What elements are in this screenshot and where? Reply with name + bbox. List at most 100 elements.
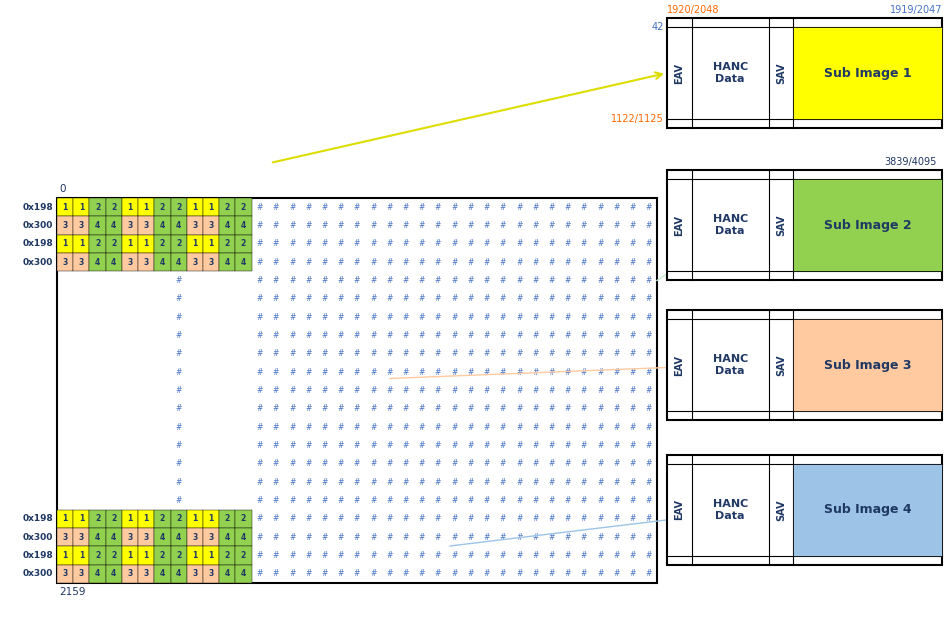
Bar — [73, 253, 89, 271]
Text: #: # — [321, 331, 328, 340]
Text: #: # — [613, 569, 620, 578]
Text: #: # — [613, 478, 620, 487]
Text: 2: 2 — [160, 202, 165, 212]
Bar — [171, 509, 187, 528]
Bar — [203, 253, 219, 271]
Text: #: # — [386, 221, 392, 230]
Text: #: # — [273, 276, 279, 285]
Text: #: # — [629, 294, 636, 303]
Bar — [155, 528, 171, 547]
Text: #: # — [435, 386, 441, 395]
Text: #: # — [337, 258, 344, 267]
Text: #: # — [451, 551, 458, 560]
Text: #: # — [597, 551, 604, 560]
Text: #: # — [516, 202, 522, 212]
Text: 4: 4 — [225, 258, 230, 267]
Text: #: # — [257, 478, 263, 487]
Text: #: # — [305, 478, 312, 487]
Text: 1: 1 — [79, 202, 84, 212]
Text: #: # — [646, 349, 652, 358]
Bar — [89, 253, 105, 271]
Text: #: # — [257, 331, 263, 340]
Text: #: # — [386, 423, 392, 431]
Text: #: # — [613, 202, 620, 212]
Text: 0x300: 0x300 — [23, 221, 53, 230]
Text: #: # — [305, 202, 312, 212]
Text: 2: 2 — [160, 551, 165, 560]
Text: #: # — [370, 276, 376, 285]
Bar — [105, 216, 122, 235]
Text: #: # — [500, 368, 506, 377]
Text: #: # — [289, 459, 296, 469]
Text: EAV: EAV — [674, 355, 684, 376]
Text: 2: 2 — [225, 202, 230, 212]
Text: 4: 4 — [111, 533, 117, 542]
Bar — [219, 565, 235, 583]
Text: #: # — [646, 258, 652, 267]
Text: #: # — [613, 551, 620, 560]
Text: #: # — [403, 331, 409, 340]
Text: #: # — [532, 258, 538, 267]
Text: #: # — [257, 294, 263, 303]
Text: #: # — [565, 276, 571, 285]
Text: #: # — [370, 368, 376, 377]
Text: #: # — [451, 221, 458, 230]
Text: #: # — [613, 221, 620, 230]
Text: #: # — [419, 221, 425, 230]
Bar — [57, 565, 73, 583]
Text: #: # — [646, 386, 652, 395]
Text: 1: 1 — [127, 551, 133, 560]
Text: #: # — [467, 459, 474, 469]
Text: #: # — [435, 331, 441, 340]
Text: #: # — [500, 240, 506, 248]
Text: #: # — [305, 221, 312, 230]
Text: #: # — [370, 258, 376, 267]
Text: #: # — [386, 404, 392, 413]
Bar — [219, 528, 235, 547]
Text: #: # — [646, 240, 652, 248]
Bar — [235, 216, 251, 235]
Text: Sub Image 4: Sub Image 4 — [824, 503, 912, 516]
Text: #: # — [516, 240, 522, 248]
Text: #: # — [532, 276, 538, 285]
Text: #: # — [257, 533, 263, 542]
Text: #: # — [451, 514, 458, 523]
Text: #: # — [273, 404, 279, 413]
Text: 2159: 2159 — [59, 587, 85, 597]
Text: #: # — [483, 423, 490, 431]
Text: #: # — [273, 569, 279, 578]
Text: #: # — [629, 404, 636, 413]
Text: 1919/2047: 1919/2047 — [889, 5, 942, 15]
Text: #: # — [451, 202, 458, 212]
Text: #: # — [386, 331, 392, 340]
Text: #: # — [532, 478, 538, 487]
Bar — [219, 547, 235, 565]
Text: #: # — [175, 496, 182, 505]
Text: #: # — [581, 349, 587, 358]
Text: #: # — [403, 240, 409, 248]
Text: #: # — [532, 496, 538, 505]
Text: #: # — [548, 551, 555, 560]
Text: SAV: SAV — [776, 354, 786, 376]
Text: #: # — [613, 459, 620, 469]
Text: #: # — [516, 258, 522, 267]
Text: #: # — [646, 423, 652, 431]
Text: #: # — [500, 551, 506, 560]
Text: 2: 2 — [111, 202, 117, 212]
Text: #: # — [289, 368, 296, 377]
Text: #: # — [532, 313, 538, 322]
Text: 2: 2 — [111, 551, 117, 560]
Text: 4: 4 — [241, 258, 246, 267]
Text: #: # — [435, 276, 441, 285]
Text: #: # — [565, 331, 571, 340]
Text: #: # — [500, 221, 506, 230]
Text: #: # — [500, 331, 506, 340]
Text: #: # — [321, 478, 328, 487]
Text: #: # — [483, 313, 490, 322]
Text: #: # — [305, 533, 312, 542]
Text: #: # — [565, 478, 571, 487]
Text: #: # — [565, 221, 571, 230]
Text: #: # — [273, 202, 279, 212]
Text: #: # — [289, 496, 296, 505]
Text: #: # — [483, 514, 490, 523]
